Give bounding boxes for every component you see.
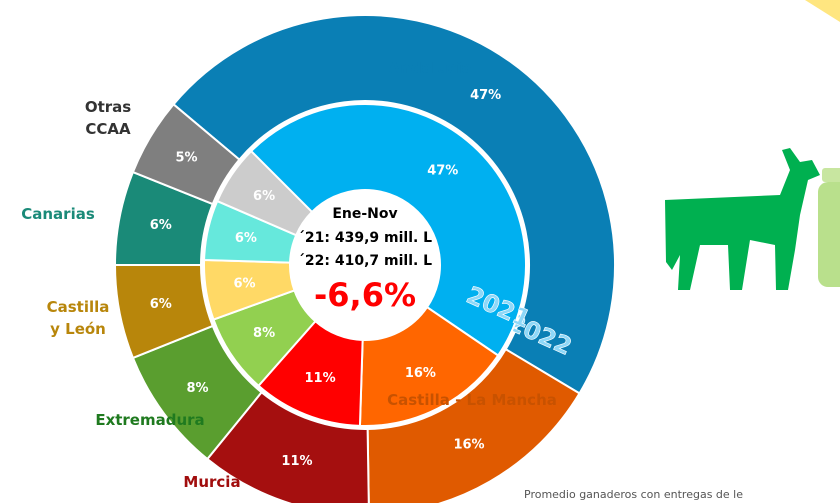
data-label: 6%: [150, 218, 172, 233]
center-value: -6,6%: [314, 276, 416, 314]
category-label: Andalucia: [388, 59, 472, 77]
data-label: 11%: [281, 454, 312, 469]
donut-segment: [366, 347, 581, 503]
category-label: Murcia: [183, 473, 241, 491]
goat-icon: [665, 148, 820, 290]
center-text: Ene-Nov: [332, 206, 397, 222]
donut-segment: [172, 14, 616, 395]
category-label: Castilla y León: [46, 298, 110, 338]
center-text: ´22: 410,7 mill. L: [298, 253, 432, 269]
category-label: Canarias: [21, 205, 95, 223]
data-label: 8%: [253, 326, 275, 341]
data-label: 6%: [233, 277, 255, 292]
data-label: 47%: [470, 88, 501, 103]
data-label: 5%: [176, 151, 198, 166]
corner-decoration: [805, 0, 840, 22]
category-label: Otras CCAA: [84, 98, 132, 138]
category-label: Extremadura: [95, 411, 205, 429]
data-label: 6%: [235, 231, 257, 246]
data-label: 11%: [305, 371, 336, 386]
data-label: 6%: [150, 297, 172, 312]
data-label: 6%: [253, 189, 275, 204]
category-label: Castilla - La Mancha: [387, 391, 557, 409]
data-label: 47%: [427, 163, 458, 178]
data-label: 16%: [453, 438, 484, 453]
data-label: 8%: [186, 381, 208, 396]
donut-segment: [131, 102, 241, 206]
note: Promedio ganaderos con entregas de le: [524, 488, 743, 501]
data-label: 16%: [405, 366, 436, 381]
center-text: ´21: 439,9 mill. L: [298, 230, 432, 246]
donut-hole: [290, 190, 440, 340]
jar-icon: [818, 168, 840, 287]
